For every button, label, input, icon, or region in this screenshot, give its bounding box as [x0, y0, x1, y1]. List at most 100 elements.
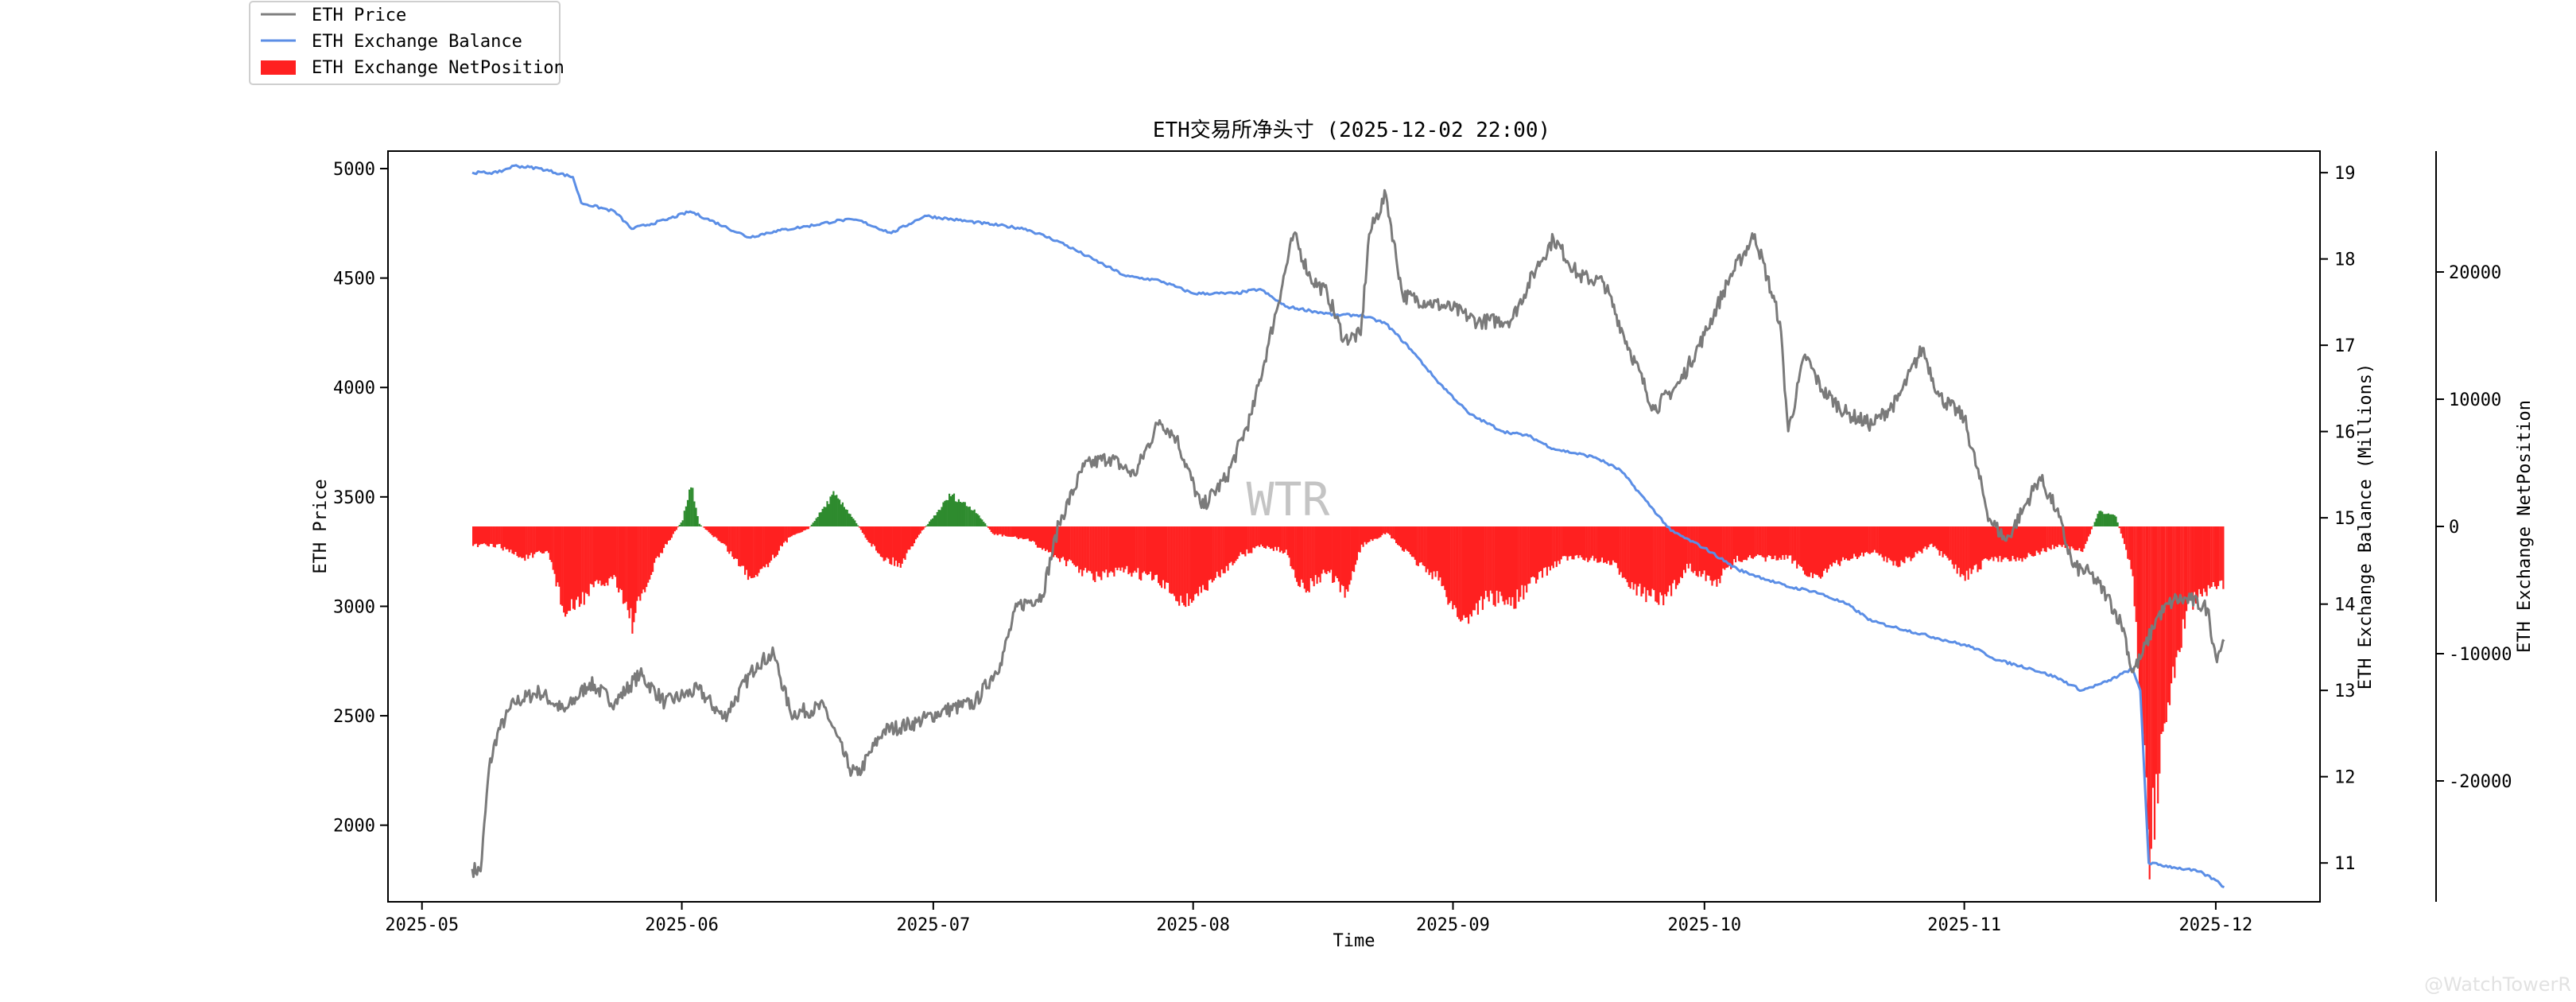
netposition-bar — [1748, 526, 1751, 556]
netposition-bar — [1916, 526, 1918, 554]
netposition-bar — [879, 526, 882, 557]
netposition-bar — [753, 526, 755, 578]
tick-label: 4000 — [333, 379, 375, 398]
netposition-bar — [1705, 526, 1707, 581]
netposition-bar — [859, 526, 862, 530]
netposition-bar — [1623, 526, 1625, 578]
netposition-bar — [654, 526, 656, 563]
netposition-bar — [746, 526, 748, 570]
tick-label: 18 — [2334, 250, 2356, 270]
netposition-bar — [1086, 526, 1088, 573]
netposition-bar — [1940, 526, 1942, 551]
netposition-bar — [1562, 526, 1564, 557]
netposition-bar — [798, 526, 801, 534]
netposition-bar — [1563, 526, 1565, 557]
netposition-bar — [1972, 526, 1974, 570]
netposition-bar — [1821, 526, 1824, 577]
netposition-bar — [761, 526, 763, 569]
netposition-bar — [1134, 526, 1136, 571]
netposition-bar — [1927, 526, 1930, 548]
netposition-bar — [2050, 526, 2052, 550]
netposition-bar — [1954, 526, 1957, 565]
netposition-bar — [2010, 526, 2012, 561]
netposition-bar — [1230, 526, 1232, 562]
netposition-bar — [1613, 526, 1616, 563]
netposition-bar — [1159, 526, 1162, 586]
netposition-bar — [1876, 526, 1879, 553]
netposition-bar — [1070, 526, 1073, 561]
right-axis-label: ETH Exchange Balance (Millions) — [2356, 363, 2376, 690]
netposition-bar — [549, 526, 551, 560]
netposition-bar — [1356, 526, 1358, 561]
netposition-bar — [1470, 526, 1473, 617]
netposition-bar — [1009, 526, 1011, 537]
netposition-bar — [1664, 526, 1666, 595]
netposition-bar — [1241, 526, 1243, 554]
netposition-bar — [872, 526, 875, 545]
netposition-bar — [912, 526, 914, 546]
netposition-bar — [596, 526, 598, 581]
netposition-bar — [896, 526, 899, 567]
netposition-bar — [1386, 526, 1388, 533]
netposition-bar — [1692, 526, 1694, 573]
netposition-bar — [510, 526, 512, 550]
netposition-bar — [1379, 526, 1382, 538]
netposition-bar — [1503, 526, 1506, 605]
netposition-bar — [840, 504, 843, 526]
netposition-bar — [949, 493, 951, 526]
netposition-bar — [1508, 526, 1511, 597]
netposition-bar — [1170, 526, 1173, 594]
netposition-bar — [1404, 526, 1407, 550]
netposition-bar — [1006, 526, 1008, 537]
netposition-bar — [1145, 526, 1147, 574]
netposition-bar — [1399, 526, 1401, 546]
netposition-bar — [552, 526, 554, 570]
netposition-bar — [1246, 526, 1248, 550]
netposition-bar — [1452, 526, 1454, 610]
netposition-bar — [1905, 526, 1907, 557]
netposition-bar — [999, 526, 1002, 534]
netposition-bar — [1502, 526, 1504, 602]
netposition-bar — [1209, 526, 1212, 580]
netposition-bar — [1362, 526, 1364, 547]
netposition-bar — [970, 510, 972, 526]
netposition-bar — [1249, 526, 1251, 553]
netposition-bar — [627, 526, 629, 611]
netposition-bar — [1116, 526, 1119, 571]
netposition-bar — [797, 526, 799, 534]
netposition-bar — [1280, 526, 1282, 551]
netposition-bar — [1018, 526, 1021, 538]
netposition-bar — [1949, 526, 1952, 560]
netposition-bar — [484, 526, 487, 545]
chart-title: ETH交易所净头寸 (2025-12-02 22:00) — [1153, 118, 1550, 142]
netposition-bar — [1595, 526, 1597, 559]
netposition-bar — [2195, 526, 2198, 604]
netposition-bar — [594, 526, 596, 581]
netposition-bar — [631, 526, 634, 634]
netposition-bar — [1415, 526, 1418, 565]
netposition-bar — [2012, 526, 2014, 556]
netposition-bar — [1025, 526, 1027, 539]
netposition-bar — [1437, 526, 1440, 581]
netposition-bar — [1701, 526, 1704, 574]
netposition-bar — [1457, 526, 1459, 617]
netposition-bar — [975, 513, 977, 526]
netposition-bar — [1302, 526, 1304, 583]
netposition-bar — [748, 526, 751, 577]
netposition-bar — [876, 526, 879, 553]
netposition-bar — [1233, 526, 1236, 564]
netposition-bar — [1266, 526, 1269, 546]
netposition-bar — [1648, 526, 1651, 596]
netposition-bar — [1317, 526, 1320, 577]
netposition-bar — [1325, 526, 1328, 574]
netposition-bar — [495, 526, 498, 545]
netposition-bar — [1519, 526, 1522, 597]
netposition-bar — [1247, 526, 1250, 553]
netposition-bar — [854, 520, 856, 526]
netposition-bar — [1468, 526, 1472, 615]
netposition-bar — [1566, 526, 1569, 561]
netposition-bar — [1747, 526, 1749, 557]
netposition-bar — [936, 511, 938, 526]
netposition-bar — [2115, 516, 2117, 526]
netposition-bar — [2142, 526, 2144, 734]
